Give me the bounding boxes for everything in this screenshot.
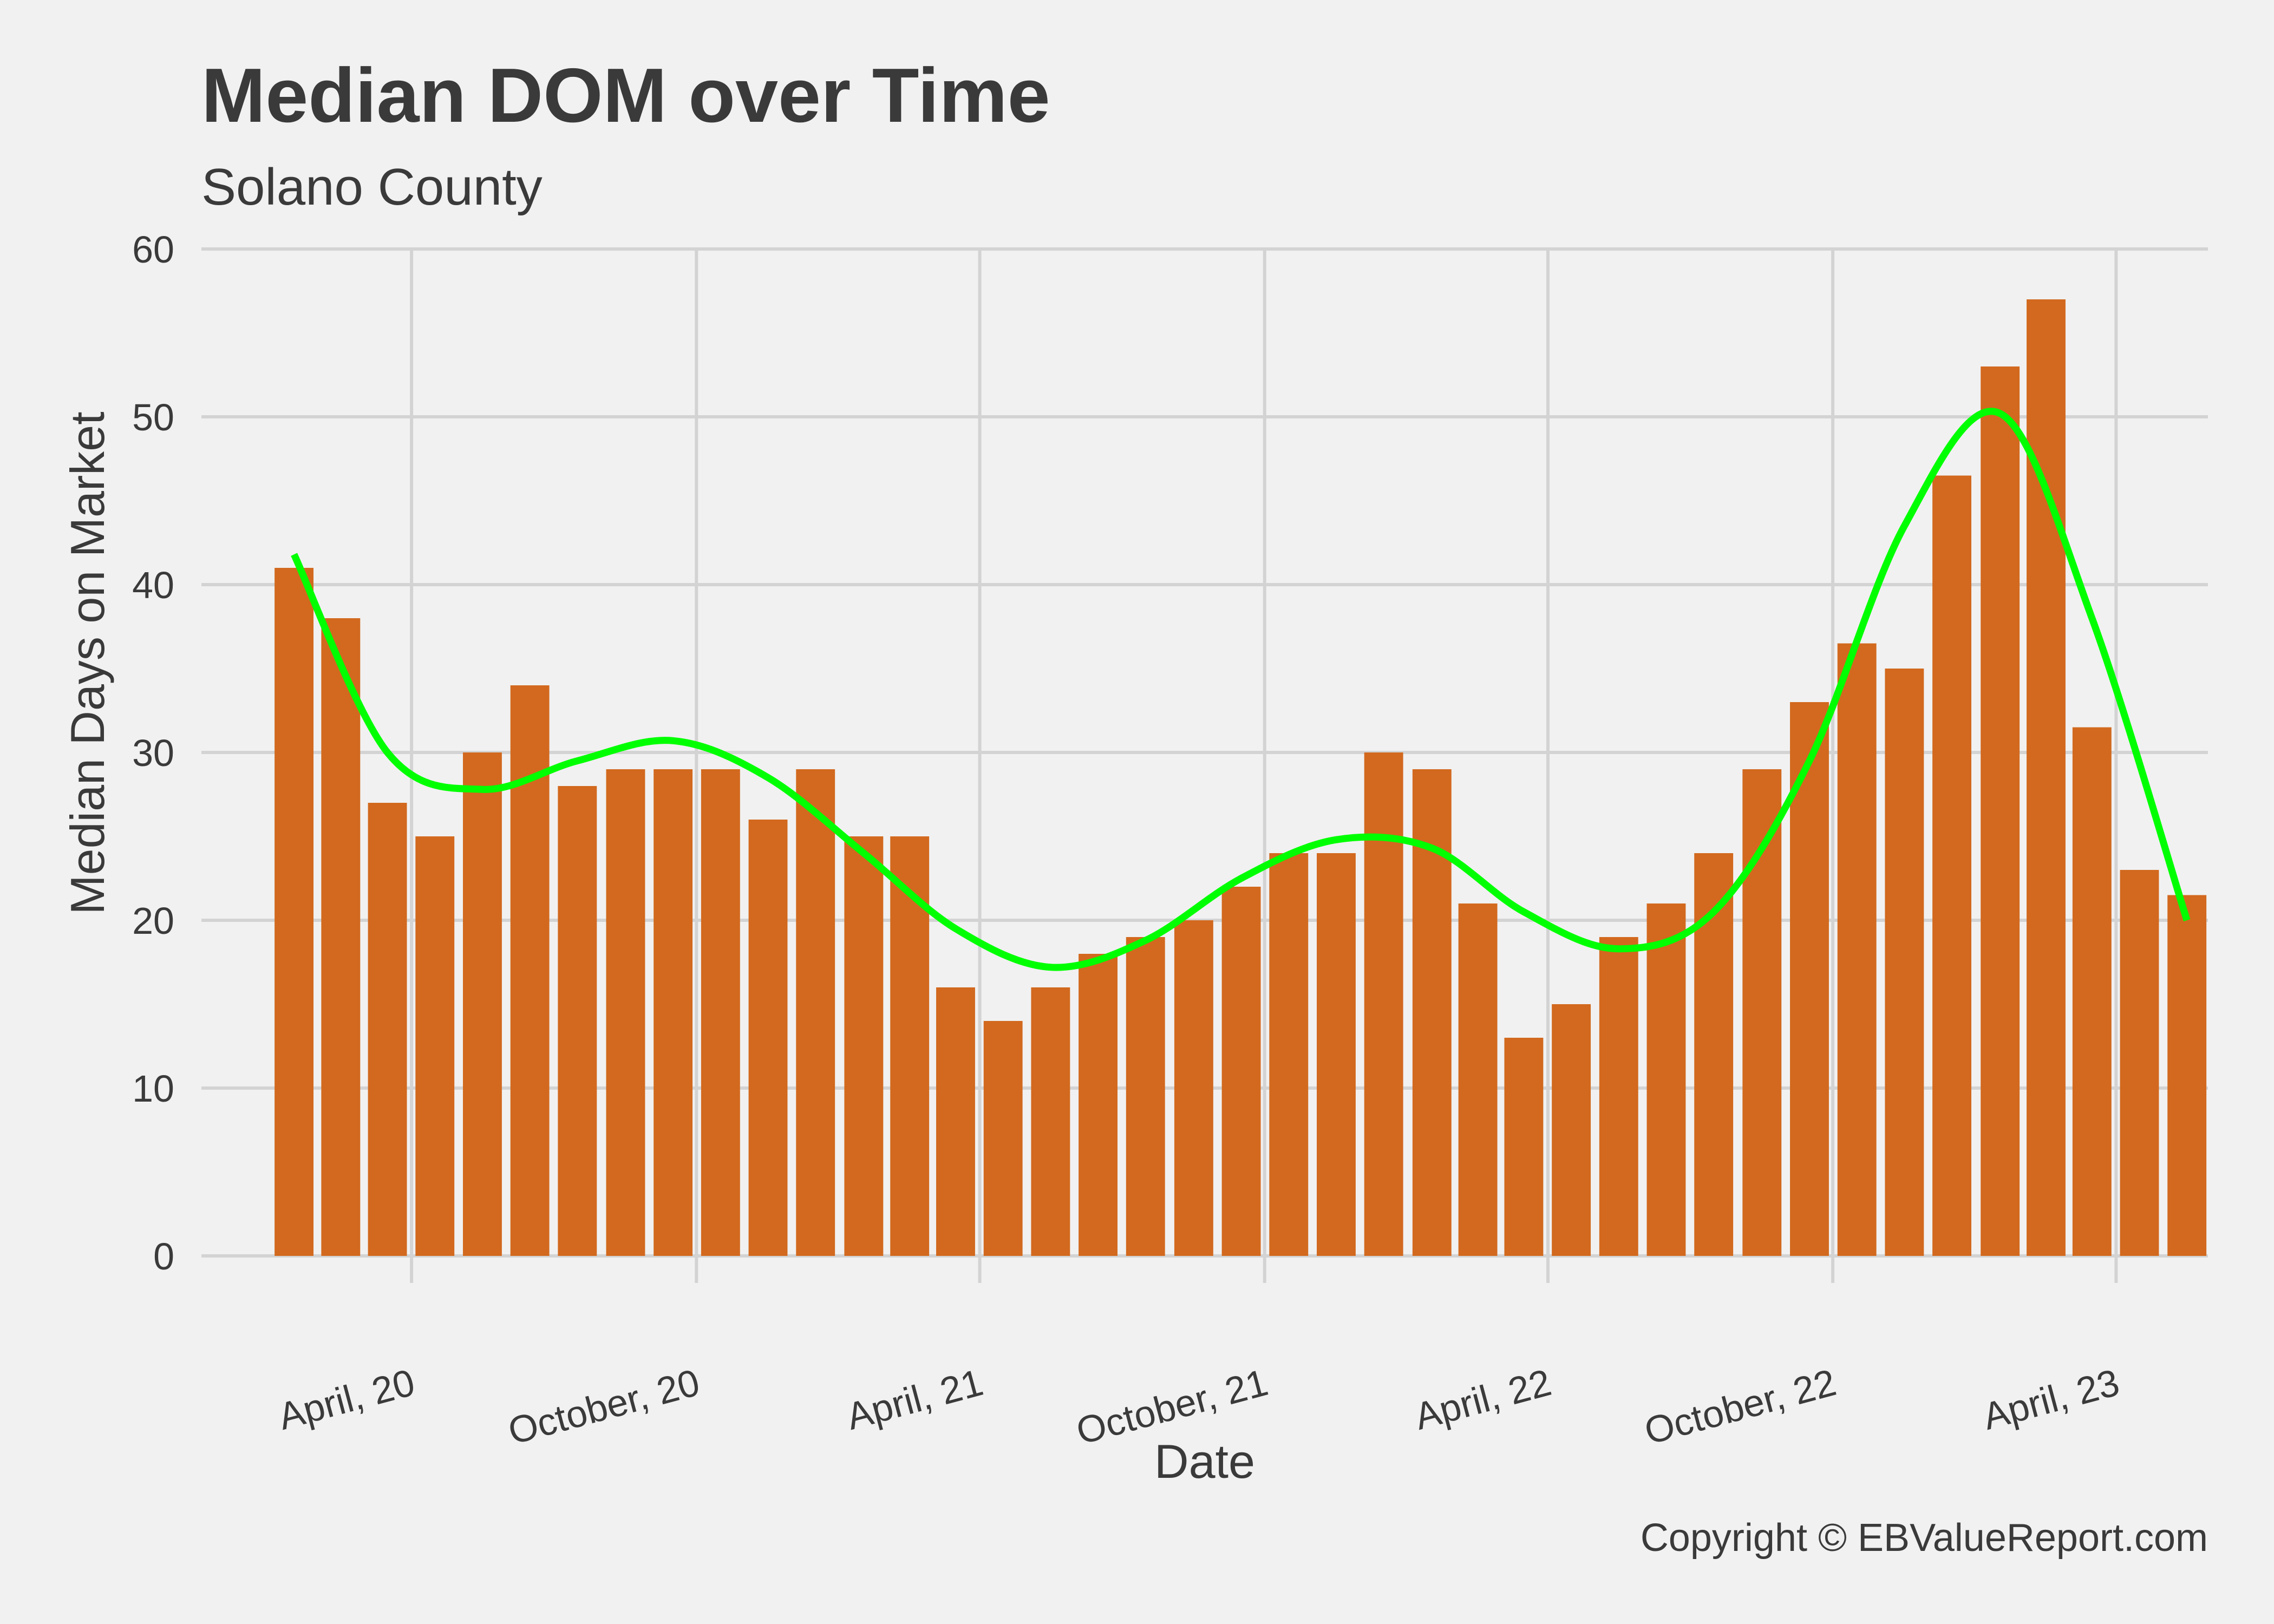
bar: [368, 803, 407, 1256]
y-tick-label: 10: [132, 1068, 174, 1110]
smooth-trend-line: [291, 408, 2191, 971]
y-tick-label: 20: [132, 900, 174, 942]
x-tick-label: October, 22: [1640, 1361, 1840, 1452]
bar: [463, 752, 502, 1256]
bar: [1458, 903, 1498, 1256]
bar: [1364, 752, 1403, 1256]
bar: [321, 618, 361, 1256]
y-tick-label: 60: [132, 228, 174, 271]
bar-series: [275, 299, 2207, 1256]
bar: [1079, 954, 1118, 1256]
bar: [1504, 1038, 1544, 1256]
bar: [2167, 895, 2207, 1256]
bar: [748, 820, 788, 1256]
bar: [1790, 702, 1829, 1256]
bar: [2120, 870, 2159, 1256]
bar: [701, 769, 740, 1256]
y-tick-label: 50: [132, 396, 174, 438]
x-tick-label: April, 20: [274, 1361, 419, 1438]
bar: [844, 836, 884, 1256]
y-tick-label: 0: [153, 1235, 174, 1278]
x-tick-label: April, 22: [1410, 1361, 1556, 1438]
bar: [654, 769, 693, 1256]
bar: [1646, 903, 1686, 1256]
bar: [558, 786, 597, 1256]
y-axis-ticks: 0 10 20 30 40 50 60: [132, 228, 174, 1278]
bar: [936, 987, 975, 1256]
bar: [1837, 643, 1877, 1256]
bar: [1269, 853, 1309, 1256]
bar: [1552, 1004, 1591, 1256]
x-axis-title: Date: [1154, 1435, 1255, 1488]
bar: [1126, 937, 1165, 1256]
bar: [275, 568, 314, 1256]
x-tick-label: April, 21: [842, 1361, 987, 1438]
y-tick-label: 40: [132, 564, 174, 606]
bar: [1221, 887, 1261, 1256]
chart-subtitle: Solano County: [201, 158, 543, 216]
bar: [606, 769, 645, 1256]
y-tick-label: 30: [132, 732, 174, 774]
bar: [2027, 299, 2066, 1256]
smooth-trend-series: [291, 408, 2191, 971]
bar: [983, 1021, 1023, 1256]
bar: [796, 769, 835, 1256]
bar: [1031, 987, 1070, 1256]
x-tick-label: April, 23: [1978, 1361, 2123, 1438]
bar: [1981, 366, 2020, 1256]
bar: [1885, 669, 1924, 1256]
bar: [415, 836, 455, 1256]
bar: [890, 836, 930, 1256]
bar: [1174, 920, 1213, 1256]
x-tick-label: October, 20: [504, 1361, 704, 1452]
bar: [2072, 727, 2112, 1256]
y-axis-title: Median Days on Market: [61, 411, 114, 914]
bar: [1932, 475, 1971, 1256]
chart-caption: Copyright © EBValueReport.com: [1641, 1516, 2208, 1560]
bar: [1317, 853, 1356, 1256]
chart-title: Median DOM over Time: [201, 53, 1050, 139]
bar: [1599, 937, 1638, 1256]
